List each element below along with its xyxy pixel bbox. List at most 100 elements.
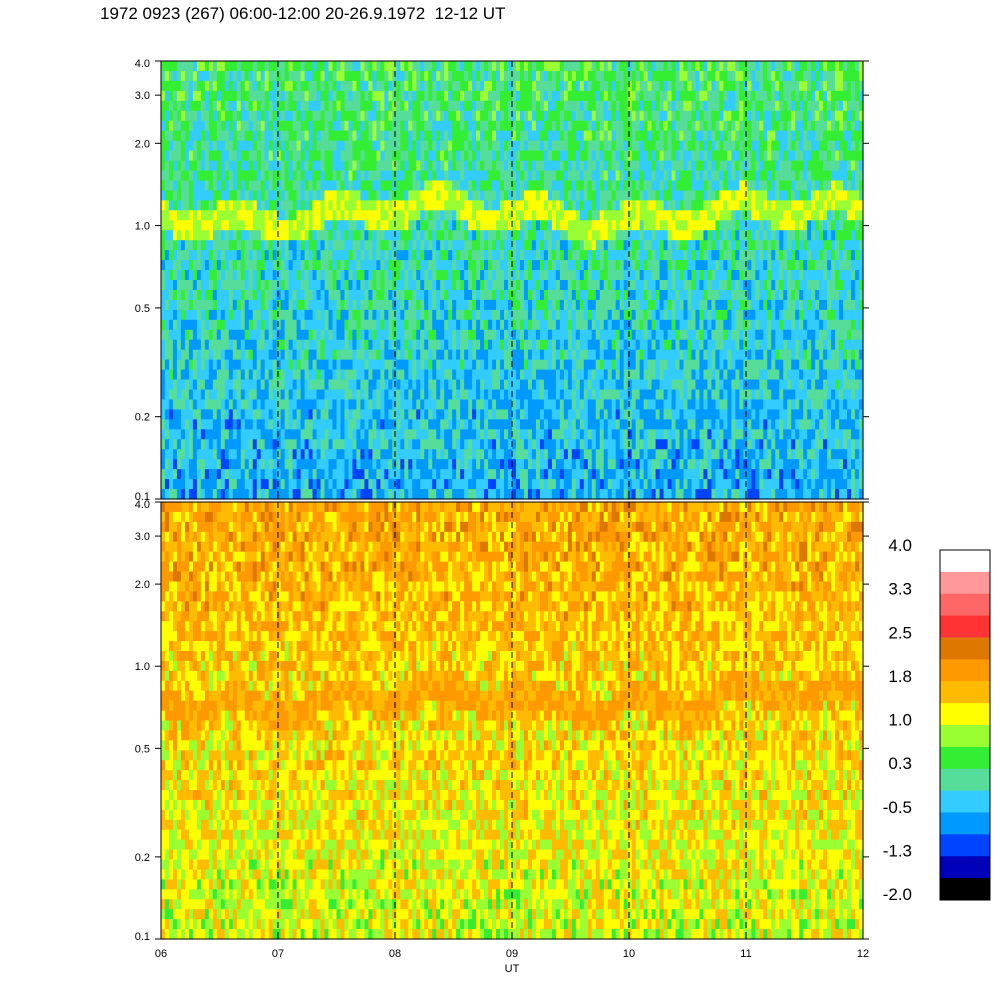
heatmap-cell [176, 260, 182, 271]
heatmap-cell [196, 419, 202, 430]
heatmap-cell [527, 160, 533, 172]
heatmap-cell [603, 260, 609, 271]
heatmap-cell [559, 399, 565, 410]
heatmap-cell [583, 429, 589, 440]
heatmap-cell [208, 70, 214, 82]
heatmap-cell [388, 120, 393, 132]
heatmap-cell [256, 250, 262, 261]
heatmap-cell [492, 120, 497, 132]
heatmap-cell [504, 110, 509, 122]
heatmap-cell [424, 250, 429, 261]
heatmap-cell [352, 289, 358, 301]
heatmap-cell [444, 70, 449, 82]
heatmap-cell [360, 270, 366, 281]
heatmap-cell [500, 289, 505, 301]
heatmap-cell [504, 339, 509, 351]
heatmap-cell [448, 90, 453, 102]
heatmap-cell [332, 170, 338, 182]
heatmap-cell [512, 160, 517, 172]
heatmap-cell [264, 240, 270, 251]
heatmap-cell [320, 260, 326, 271]
heatmap-cell [172, 429, 178, 440]
heatmap-cell [595, 479, 601, 490]
heatmap-cell [360, 280, 366, 291]
heatmap-cell [515, 120, 521, 132]
heatmap-cell [344, 349, 350, 361]
heatmap-cell [368, 210, 373, 221]
heatmap-cell [368, 289, 373, 301]
heatmap-cell [559, 429, 565, 440]
heatmap-cell [184, 479, 190, 490]
heatmap-cell [440, 289, 445, 301]
heatmap-cell [224, 339, 230, 351]
heatmap-cell [244, 359, 250, 371]
heatmap-cell [240, 280, 246, 291]
heatmap-cell [168, 210, 174, 221]
heatmap-cell [204, 200, 210, 211]
heatmap-cell [256, 309, 262, 321]
heatmap-cell [551, 170, 557, 182]
heatmap-cell [412, 140, 417, 152]
heatmap-cell [515, 220, 521, 231]
heatmap-cell [260, 439, 266, 450]
heatmap-cell [360, 240, 366, 251]
heatmap-cell [256, 419, 262, 430]
heatmap-cell [204, 349, 210, 361]
heatmap-cell [272, 449, 278, 460]
heatmap-cell [312, 280, 318, 291]
heatmap-cell [448, 220, 453, 231]
heatmap-cell [404, 170, 409, 182]
heatmap-cell [196, 230, 202, 241]
heatmap-cell [551, 250, 557, 261]
heatmap-cell [308, 90, 314, 102]
heatmap-cell [212, 349, 218, 361]
heatmap-cell [396, 270, 401, 281]
heatmap-cell [599, 489, 605, 500]
heatmap-cell [164, 220, 170, 231]
heatmap-cell [400, 309, 405, 321]
heatmap-cell [184, 90, 190, 102]
heatmap-cell [204, 469, 210, 480]
heatmap-cell [252, 339, 258, 351]
heatmap-cell [551, 260, 557, 271]
heatmap-cell [607, 479, 613, 490]
heatmap-cell [555, 409, 561, 420]
heatmap-cell [452, 100, 457, 112]
heatmap-cell [599, 100, 605, 112]
heatmap-cell [527, 70, 533, 82]
heatmap-cell [316, 409, 322, 420]
heatmap-cell [535, 220, 541, 231]
heatmap-cell [408, 220, 413, 231]
heatmap-cell [284, 270, 290, 281]
heatmap-cell [388, 150, 393, 162]
heatmap-cell [523, 120, 529, 132]
heatmap-cell [248, 399, 254, 410]
heatmap-cell [388, 399, 393, 410]
heatmap-cell [212, 379, 218, 391]
heatmap-cell [448, 260, 453, 271]
heatmap-cell [400, 190, 405, 201]
heatmap-cell [508, 200, 513, 211]
heatmap-cell [500, 170, 505, 182]
heatmap-cell [216, 359, 222, 371]
heatmap-cell [368, 309, 373, 321]
heatmap-cell [480, 190, 485, 201]
heatmap-cell [180, 180, 186, 191]
heatmap-cell [563, 160, 569, 172]
heatmap-cell [436, 70, 441, 82]
heatmap-cell [284, 459, 290, 470]
heatmap-cell [256, 329, 262, 341]
heatmap-cell [555, 140, 561, 152]
heatmap-cell [360, 220, 366, 231]
heatmap-cell [372, 399, 377, 410]
heatmap-cell [360, 419, 366, 430]
heatmap-cell [288, 479, 294, 490]
heatmap-cell [184, 180, 190, 191]
heatmap-cell [372, 479, 377, 490]
heatmap-cell [575, 289, 581, 301]
heatmap-cell [188, 160, 194, 172]
heatmap-cell [280, 429, 286, 440]
heatmap-cell [448, 80, 453, 92]
heatmap-cell [591, 369, 597, 381]
heatmap-cell [500, 339, 505, 351]
